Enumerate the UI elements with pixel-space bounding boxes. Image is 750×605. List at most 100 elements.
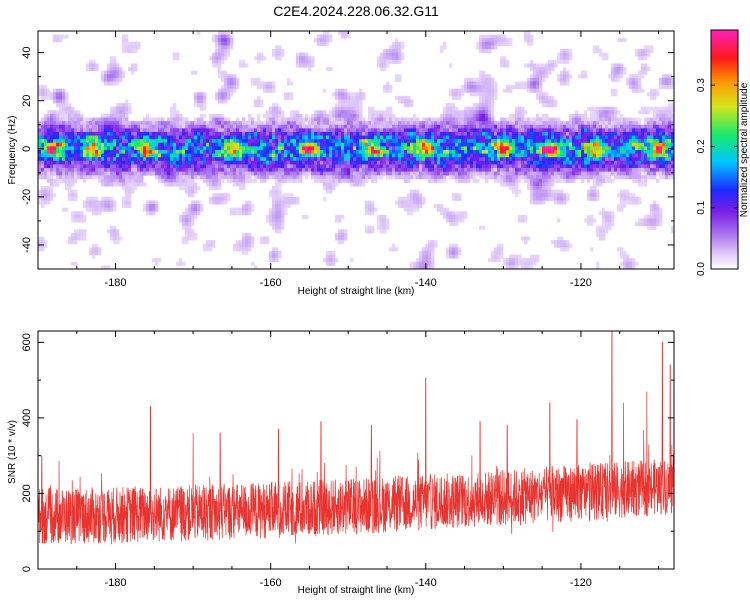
heatmap-cell <box>671 106 674 111</box>
heatmap-cell <box>200 168 204 173</box>
heatmap-cell <box>77 153 81 158</box>
heatmap-cell <box>101 178 105 183</box>
heatmap-cell <box>551 171 555 176</box>
heatmap-cell <box>383 113 387 118</box>
heatmap-cell <box>605 128 609 133</box>
heatmap-cell <box>59 121 63 126</box>
heatmap-cell <box>248 117 252 122</box>
heatmap-cell <box>146 128 150 133</box>
heatmap-cell <box>200 171 204 176</box>
heatmap-cell <box>542 164 546 169</box>
heatmap-cell <box>350 92 354 97</box>
heatmap-cell <box>137 160 141 165</box>
heatmap-cell <box>422 121 426 126</box>
heatmap-cell <box>50 171 54 176</box>
heatmap-cell <box>110 106 114 111</box>
heatmap-cell <box>257 56 261 61</box>
heatmap-cell <box>152 131 156 136</box>
heatmap-cell <box>245 164 249 169</box>
heatmap-cell <box>395 124 399 129</box>
heatmap-cell <box>266 139 270 144</box>
heatmap-cell <box>125 124 129 129</box>
heatmap-cell <box>59 171 63 176</box>
heatmap-cell <box>365 121 369 126</box>
heatmap-cell <box>380 139 384 144</box>
heatmap-cell <box>77 131 81 136</box>
heatmap-cell <box>71 150 75 155</box>
heatmap-cell <box>383 67 387 72</box>
heatmap-cell <box>293 117 297 122</box>
heatmap-cell <box>518 150 522 155</box>
heatmap-cell <box>164 124 168 129</box>
heatmap-cell <box>644 168 648 173</box>
heatmap-cell <box>611 131 615 136</box>
heatmap-cell <box>485 113 489 118</box>
heatmap-cell <box>602 110 606 115</box>
heatmap-cell <box>521 117 525 122</box>
heatmap-cell <box>122 160 126 165</box>
heatmap-cell <box>431 146 435 151</box>
heatmap-cell <box>254 175 258 180</box>
heatmap-cell <box>533 131 537 136</box>
heatmap-cell <box>125 178 129 183</box>
heatmap-cell <box>503 146 507 151</box>
heatmap-cell <box>353 106 357 111</box>
heatmap-cell <box>323 139 327 144</box>
heatmap-cell <box>68 128 72 133</box>
heatmap-cell <box>191 182 195 187</box>
heatmap-cell <box>287 157 291 162</box>
heatmap-cell <box>323 38 327 43</box>
heatmap-cell <box>554 63 558 68</box>
heatmap-cell <box>77 168 81 173</box>
heatmap-cell <box>635 164 639 169</box>
heatmap-cell <box>476 178 480 183</box>
heatmap-cell <box>278 171 282 176</box>
heatmap-cell <box>98 142 102 147</box>
heatmap-cell <box>167 150 171 155</box>
heatmap-cell <box>134 168 138 173</box>
heatmap-cell <box>62 146 66 151</box>
heatmap-cell <box>344 153 348 158</box>
heatmap-cell <box>131 153 135 158</box>
heatmap-cell <box>131 168 135 173</box>
heatmap-cell <box>254 164 258 169</box>
heatmap-cell <box>479 160 483 165</box>
heatmap-cell <box>425 135 429 140</box>
heatmap-cell <box>665 131 669 136</box>
heatmap-cell <box>275 182 279 187</box>
heatmap-cell <box>230 168 234 173</box>
heatmap-cell <box>530 63 534 68</box>
heatmap-cell <box>191 160 195 165</box>
heatmap-cell <box>59 150 63 155</box>
heatmap-cell <box>314 142 318 147</box>
heatmap-cell <box>458 92 462 97</box>
heatmap-cell <box>437 128 441 133</box>
heatmap-cell <box>236 135 240 140</box>
heatmap-cell <box>41 175 45 180</box>
heatmap-cell <box>536 146 540 151</box>
heatmap-cell <box>242 160 246 165</box>
heatmap-cell <box>146 150 150 155</box>
heatmap-cell <box>47 146 51 151</box>
heatmap-cell <box>173 175 177 180</box>
heatmap-cell <box>206 153 210 158</box>
heatmap-cell <box>548 131 552 136</box>
heatmap-cell <box>413 124 417 129</box>
heatmap-cell <box>107 63 111 68</box>
heatmap-cell <box>473 92 477 97</box>
heatmap-cell <box>287 135 291 140</box>
heatmap-cell <box>116 121 120 126</box>
heatmap-cell <box>494 88 498 93</box>
heatmap-cell <box>473 88 477 93</box>
heatmap-cell <box>242 153 246 158</box>
heatmap-cell <box>281 110 285 115</box>
heatmap-cell <box>668 139 672 144</box>
heatmap-cell <box>458 153 462 158</box>
heatmap-cell <box>392 124 396 129</box>
heatmap-cell <box>116 146 120 151</box>
heatmap-cell <box>275 146 279 151</box>
heatmap-cell <box>665 135 669 140</box>
heatmap-cell <box>617 131 621 136</box>
heatmap-cell <box>536 135 540 140</box>
heatmap-cell <box>443 171 447 176</box>
